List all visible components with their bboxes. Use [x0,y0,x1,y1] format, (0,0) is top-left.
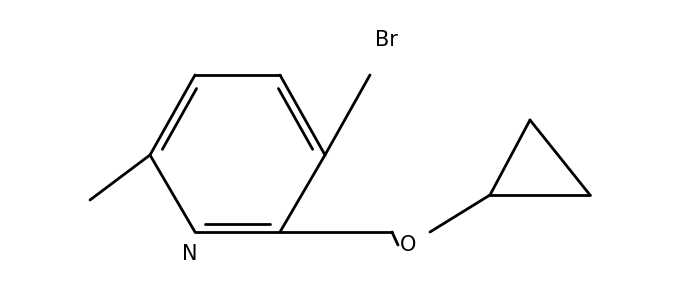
Text: Br: Br [375,30,398,50]
Text: O: O [400,235,416,255]
Text: N: N [182,244,197,264]
